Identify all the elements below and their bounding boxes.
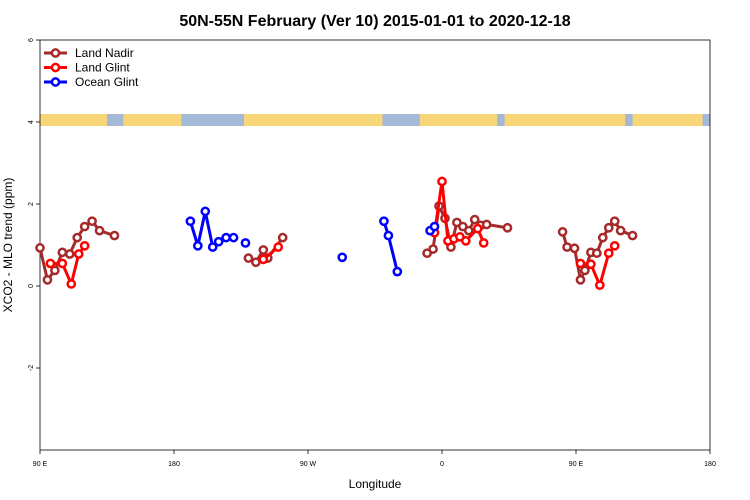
land-band bbox=[123, 114, 182, 126]
data-point bbox=[586, 259, 596, 270]
data-point bbox=[258, 254, 269, 265]
data-point bbox=[57, 247, 68, 258]
land-ocean-strip bbox=[40, 114, 710, 126]
data-point bbox=[109, 230, 120, 241]
data-point bbox=[429, 221, 440, 232]
data-point bbox=[502, 222, 513, 233]
data-point bbox=[337, 252, 348, 263]
data-point bbox=[243, 253, 254, 263]
data-point bbox=[200, 206, 211, 217]
y-tick-label: 2 bbox=[28, 202, 35, 206]
y-axis-label: XCO2 - MLO trend (ppm) bbox=[1, 178, 15, 313]
data-point bbox=[603, 222, 614, 233]
data-point bbox=[609, 240, 620, 251]
data-point bbox=[72, 232, 83, 243]
data-point bbox=[228, 232, 239, 243]
chart-title: 50N-55N February (Ver 10) 2015-01-01 to … bbox=[179, 13, 570, 30]
data-point bbox=[192, 240, 203, 251]
y-tick-label: 0 bbox=[28, 284, 35, 288]
data-point bbox=[277, 232, 288, 243]
y-axis: -2 0 2 4 6 bbox=[28, 38, 40, 371]
data-point bbox=[35, 243, 45, 253]
data-point bbox=[591, 248, 602, 259]
data-point bbox=[79, 221, 90, 232]
data-point bbox=[437, 176, 447, 187]
data-point bbox=[460, 236, 471, 246]
data-point bbox=[94, 225, 105, 236]
data-point bbox=[478, 238, 489, 248]
series-line bbox=[382, 220, 399, 273]
legend-label: Land Glint bbox=[75, 61, 130, 75]
land-band bbox=[504, 114, 626, 126]
data-point bbox=[87, 216, 97, 227]
data-point bbox=[251, 257, 261, 268]
legend-marker bbox=[50, 77, 61, 87]
data-point bbox=[463, 225, 474, 236]
land-band bbox=[419, 114, 498, 126]
data-point bbox=[627, 230, 638, 241]
data-point bbox=[57, 258, 68, 269]
land-band bbox=[632, 114, 703, 126]
y-tick-label: 4 bbox=[28, 120, 35, 124]
data-point bbox=[383, 230, 394, 241]
series-land-nadir bbox=[35, 201, 638, 285]
data-point bbox=[575, 275, 586, 285]
data-point bbox=[557, 227, 568, 237]
data-point bbox=[615, 225, 626, 236]
data-point bbox=[64, 249, 75, 259]
x-axis: 90 E 180 90 W 0 90 E 180 bbox=[33, 450, 716, 468]
x-tick-label: 180 bbox=[704, 461, 716, 468]
data-point bbox=[472, 223, 483, 234]
data-point bbox=[42, 275, 53, 285]
data-point bbox=[50, 265, 60, 276]
legend-marker bbox=[50, 48, 61, 58]
series-ocean-glint bbox=[185, 206, 440, 277]
land-band bbox=[40, 114, 107, 126]
data-point bbox=[45, 258, 56, 269]
y-tick-label: -2 bbox=[28, 365, 35, 371]
series-layer bbox=[35, 176, 638, 291]
x-tick-label: 0 bbox=[440, 461, 444, 468]
legend-marker bbox=[50, 62, 61, 73]
data-point bbox=[379, 216, 389, 227]
y-tick-label: 6 bbox=[28, 38, 35, 42]
x-tick-label: 90 W bbox=[300, 461, 317, 468]
data-point bbox=[73, 249, 84, 259]
x-axis-label: Longitude bbox=[349, 477, 402, 491]
data-point bbox=[258, 245, 269, 255]
x-tick-label: 180 bbox=[168, 461, 180, 468]
plot-frame bbox=[39, 39, 711, 451]
data-point bbox=[185, 216, 196, 227]
series-line bbox=[38, 219, 115, 282]
data-point bbox=[469, 214, 480, 225]
x-tick-label: 90 E bbox=[569, 461, 584, 468]
series-land-glint bbox=[45, 176, 620, 291]
data-point bbox=[213, 236, 224, 247]
data-point bbox=[428, 244, 438, 254]
data-point bbox=[481, 219, 492, 230]
data-point bbox=[273, 242, 284, 252]
x-tick-label: 90 E bbox=[33, 461, 48, 468]
data-point bbox=[221, 232, 231, 243]
data-point bbox=[575, 258, 586, 269]
data-point bbox=[603, 248, 614, 259]
data-point bbox=[569, 243, 580, 254]
data-point bbox=[207, 242, 218, 252]
data-point bbox=[66, 279, 77, 289]
legend-label: Ocean Glint bbox=[75, 75, 139, 89]
data-point bbox=[79, 240, 90, 251]
land-band bbox=[243, 114, 383, 126]
data-point bbox=[392, 266, 403, 277]
data-point bbox=[609, 216, 620, 227]
data-point bbox=[240, 238, 251, 248]
data-point bbox=[597, 232, 608, 243]
data-point bbox=[562, 242, 572, 252]
data-point bbox=[580, 265, 590, 276]
legend-label: Land Nadir bbox=[75, 46, 134, 60]
data-point bbox=[594, 280, 605, 291]
